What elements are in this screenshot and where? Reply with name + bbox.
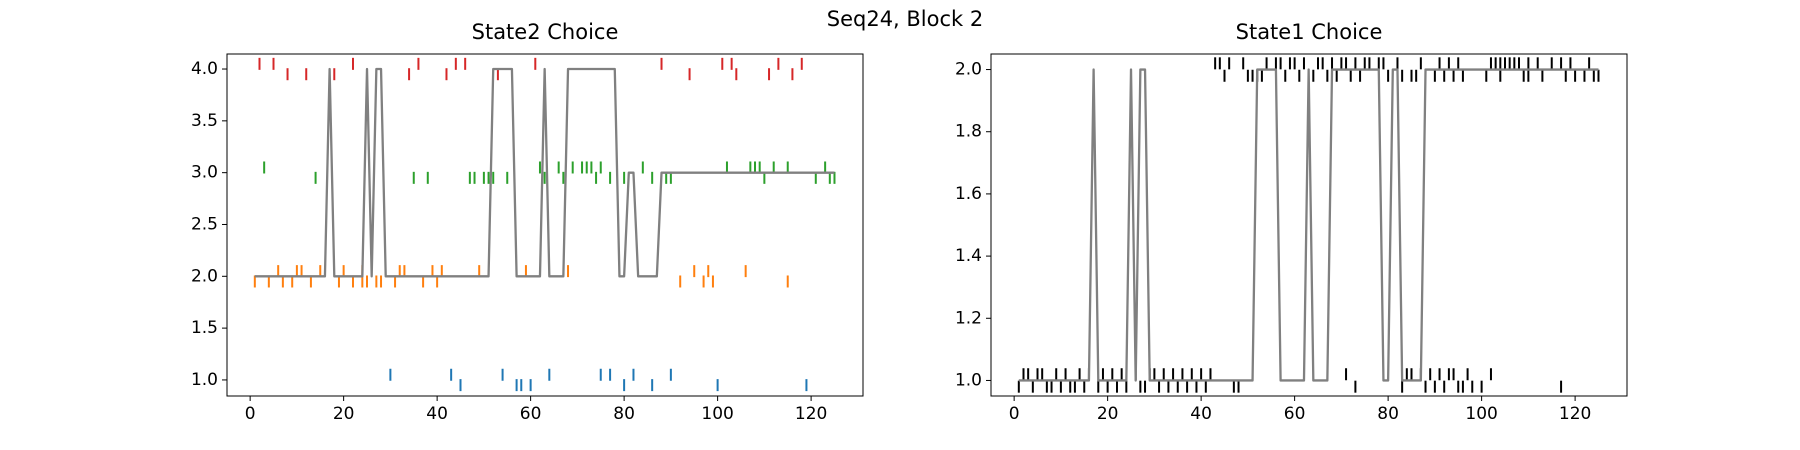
x-tick-label: 0	[245, 404, 256, 424]
y-tick-label: 1.0	[191, 370, 218, 390]
y-tick-label: 2.0	[191, 266, 218, 286]
axes-frame	[990, 53, 1628, 397]
x-tick-label: 60	[1284, 404, 1306, 424]
subplot-title: State2 Choice	[472, 20, 619, 44]
y-tick-label: 1.2	[955, 308, 982, 328]
choice-line	[254, 67, 835, 278]
y-tick-label: 1.4	[955, 246, 982, 266]
x-tick-label: 40	[1190, 404, 1212, 424]
y-tick-label: 2.0	[955, 60, 982, 80]
x-tick-label: 100	[701, 404, 733, 424]
y-tick-label: 3.5	[191, 111, 218, 131]
x-tick-label: 0	[1009, 404, 1020, 424]
x-tick-label: 80	[613, 404, 635, 424]
axes-frame	[226, 53, 864, 397]
y-tick-label: 3.0	[191, 163, 218, 183]
choice-line	[1018, 68, 1599, 382]
y-tick-label: 1.8	[955, 122, 982, 142]
y-tick-label: 1.6	[955, 184, 982, 204]
x-tick-label: 100	[1465, 404, 1497, 424]
x-tick-label: 40	[426, 404, 448, 424]
x-tick-label: 80	[1377, 404, 1399, 424]
x-tick-label: 20	[1097, 404, 1119, 424]
x-tick-label: 120	[1559, 404, 1591, 424]
subplot-title: State1 Choice	[1236, 20, 1383, 44]
x-tick-label: 120	[795, 404, 827, 424]
figure-title: Seq24, Block 2	[827, 7, 984, 31]
y-tick-label: 2.5	[191, 214, 218, 234]
y-tick-label: 4.0	[191, 59, 218, 79]
x-tick-label: 20	[333, 404, 355, 424]
y-tick-label: 1.5	[191, 318, 218, 338]
y-tick-label: 1.0	[955, 370, 982, 390]
x-tick-label: 60	[520, 404, 542, 424]
